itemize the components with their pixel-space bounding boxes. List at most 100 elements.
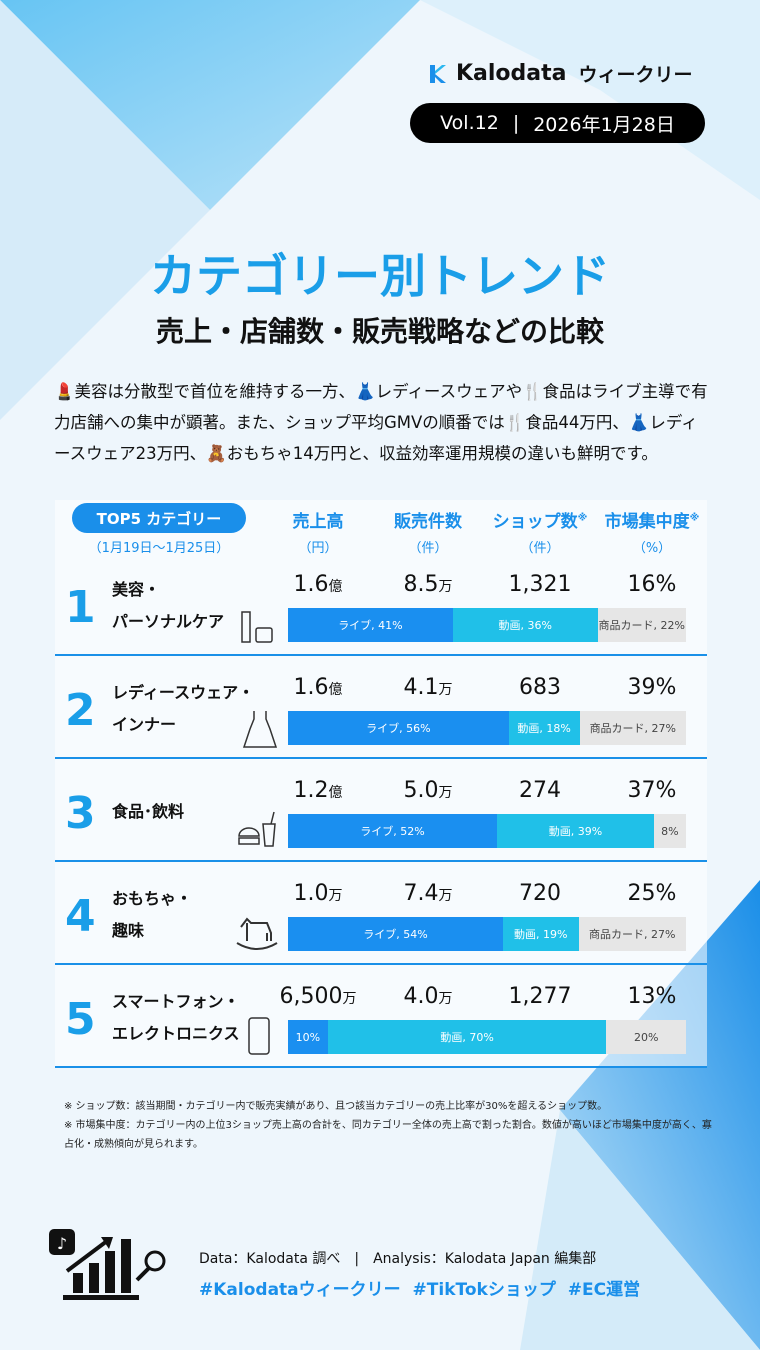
bar-segment-video: 動画, 70% [327, 1020, 607, 1054]
count-number: 4.0 [403, 984, 439, 1009]
count-unit: 万 [438, 682, 453, 698]
footnotes: ※ ショップ数：該当期間・カテゴリー内で販売実績があり、且つ該当カテゴリーの売上… [64, 1097, 714, 1154]
bar-segment-video: 動画, 36% [452, 608, 598, 642]
top5-badge: TOP5 カテゴリー [72, 503, 246, 533]
bar-segment-card: 商品カード, 27% [578, 917, 686, 951]
category-name-line: インナー [112, 715, 177, 734]
shops-value: 274 [519, 778, 561, 803]
column-label: 売上高 [292, 512, 344, 532]
category-name: スマートフォン・ エレクトロニクス [112, 986, 240, 1050]
separator: | [512, 112, 520, 134]
category-name-line: 美容・ [112, 580, 161, 599]
channel-share-bar: ライブ, 52% 動画, 39% 8% [288, 814, 686, 848]
table-row: 1 美容・ パーソナルケア 1.6億 8.5万 1,321 16% ライブ, 41… [55, 564, 707, 656]
rocking-horse-icon [235, 913, 279, 957]
column-header: 市場集中度※ [592, 507, 712, 532]
channel-share-bar: ライブ, 41% 動画, 36% 商品カード, 22% [288, 608, 686, 642]
column-unit: （%） [632, 541, 672, 556]
brand-name: Kalodata [456, 61, 567, 86]
category-name-line: パーソナルケア [112, 612, 225, 631]
sales-unit: 万 [342, 991, 357, 1007]
sales-number: 1.6 [293, 572, 329, 597]
count-number: 4.1 [403, 675, 439, 700]
hashtags: #Kalodataウィークリー #TikTokショップ #EC運営 [199, 1280, 641, 1300]
cosmetics-icon [240, 610, 280, 648]
category-name-line: レディースウェア・ [112, 683, 255, 702]
sales-unit: 億 [328, 682, 343, 698]
sales-unit: 億 [328, 785, 343, 801]
category-name: 美容・パーソナルケア [112, 574, 224, 638]
period: （1月19日〜1月25日） [88, 541, 230, 556]
table-row: 3 食品･飲料 1.2億 5.0万 274 37% ライブ, 52% 動画, 39… [55, 770, 707, 862]
bar-segment-live: ライブ, 52% [288, 814, 498, 848]
table-row: 4 おもちゃ・ 趣味 1.0万 7.4万 720 25% ライブ, 54% 動画, … [55, 873, 707, 965]
count-number: 5.0 [403, 778, 439, 803]
count-unit: 万 [438, 888, 453, 904]
sales-unit: 億 [328, 579, 343, 595]
bar-segment-live: 10% [288, 1020, 328, 1054]
sales-number: 1.0 [293, 881, 329, 906]
sales-unit: 万 [328, 888, 343, 904]
count-value: 7.4万 [368, 881, 488, 906]
category-name: レディースウェア・ インナー [112, 677, 254, 741]
shops-value: 1,277 [508, 984, 572, 1009]
brand-logo: Kalodata ウィークリー [428, 60, 693, 87]
count-number: 8.5 [403, 572, 439, 597]
smartphone-icon [245, 1016, 275, 1060]
sales-value: 6,500万 [258, 984, 378, 1009]
category-name-line: 食品･飲料 [112, 802, 185, 821]
shops-value: 683 [519, 675, 561, 700]
rank: 4 [65, 891, 96, 942]
category-name-line: 趣味 [112, 921, 145, 940]
bar-segment-video: 動画, 19% [502, 917, 579, 951]
page-subtitle: 売上・店舗数・販売戦略などの比較 [155, 315, 604, 348]
column-note: ※ [689, 512, 700, 524]
count-unit: 万 [438, 785, 453, 801]
concentration-value: 13% [627, 984, 677, 1009]
issue-badge: Vol.12 | 2026年1月28日 [410, 103, 705, 143]
sales-value: 1.6億 [258, 572, 378, 597]
column-unit: （件） [408, 541, 448, 556]
column-unit: （円） [298, 541, 338, 556]
sales-number: 6,500 [279, 984, 343, 1009]
concentration-value: 37% [627, 778, 677, 803]
shops-value: 720 [519, 881, 561, 906]
category-name-line: エレクトロニクス [112, 1024, 240, 1043]
table-row: 5 スマートフォン・ エレクトロニクス 6,500万 4.0万 1,277 13%… [55, 976, 707, 1068]
bar-segment-video: 動画, 18% [508, 711, 580, 745]
rank: 2 [65, 685, 96, 736]
brand-suffix: ウィークリー [578, 64, 693, 86]
dress-icon [240, 709, 280, 753]
column-label: 市場集中度 [604, 512, 690, 532]
footnote: ※ 市場集中度：カテゴリー内の上位3ショップ売上高の合計を、同カテゴリー全体の売… [64, 1120, 712, 1150]
column-header: 販売件数 [368, 507, 488, 532]
count-number: 7.4 [403, 881, 439, 906]
sales-number: 1.2 [293, 778, 329, 803]
kalodata-logo-icon [430, 64, 446, 83]
channel-share-bar: 10% 動画, 70% 20% [288, 1020, 686, 1054]
category-table [55, 500, 707, 1068]
sales-number: 1.6 [293, 675, 329, 700]
burger-drink-icon [235, 810, 279, 854]
column-note: ※ [577, 512, 588, 524]
column-label: 販売件数 [394, 512, 462, 532]
channel-share-bar: ライブ, 56% 動画, 18% 商品カード, 27% [288, 711, 686, 745]
bar-segment-live: ライブ, 41% [288, 608, 453, 642]
volume: Vol.12 [440, 112, 499, 134]
bar-segment-card: 8% [653, 814, 686, 848]
count-value: 5.0万 [368, 778, 488, 803]
category-name: 食品･飲料 [112, 796, 184, 828]
bar-segment-live: ライブ, 54% [288, 917, 503, 951]
category-name-line: スマートフォン・ [112, 992, 240, 1011]
count-value: 4.0万 [368, 984, 488, 1009]
bar-segment-card: 20% [606, 1020, 686, 1054]
page-title: カテゴリー別トレンド [150, 249, 610, 303]
count-value: 4.1万 [368, 675, 488, 700]
sales-value: 1.2億 [258, 778, 378, 803]
table-row: 2 レディースウェア・ インナー 1.6億 4.1万 683 39% ライブ, 5… [55, 667, 707, 759]
channel-share-bar: ライブ, 54% 動画, 19% 商品カード, 27% [288, 917, 686, 951]
bar-segment-video: 動画, 39% [497, 814, 654, 848]
count-unit: 万 [438, 991, 453, 1007]
category-name-line: おもちゃ・ [112, 889, 193, 908]
count-unit: 万 [438, 579, 453, 595]
